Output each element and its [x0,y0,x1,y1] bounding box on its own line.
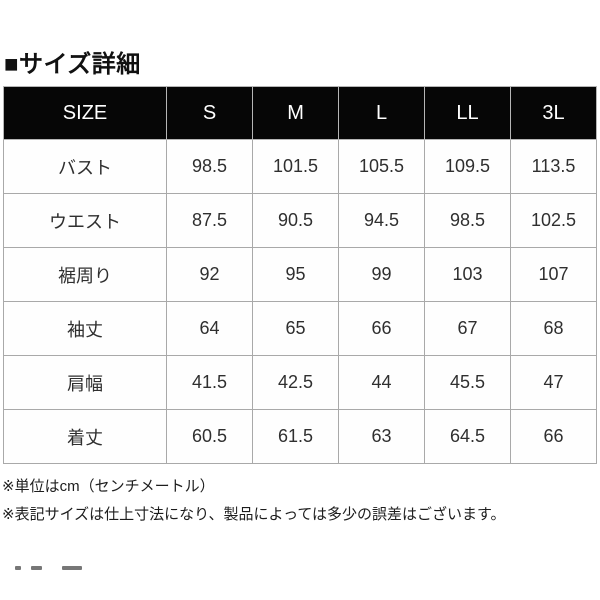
cut-off-text-fragments [0,566,600,572]
measurement-value-cell: 66 [510,409,597,464]
measurement-value-cell: 61.5 [252,409,340,464]
measurement-value-cell: 103 [424,247,511,302]
measurement-value-cell: 99 [338,247,426,302]
cut-off-glyph-fragment [62,566,82,570]
header-cell-m: M [252,86,340,140]
measurement-value-cell: 109.5 [424,139,511,194]
section-title: ■サイズ詳細 [4,51,141,78]
header-cell-size-label: SIZE [2,86,168,140]
note-tolerance: ※表記サイズは仕上寸法になり、製品によっては多少の誤差はございます。 [2,506,506,523]
table-row: バスト 98.5 101.5 105.5 109.5 113.5 [2,139,597,194]
row-label-cell: バスト [2,139,168,194]
measurement-value-cell: 113.5 [510,139,597,194]
row-label-cell: 袖丈 [2,301,168,356]
measurement-value-cell: 45.5 [424,355,511,410]
measurement-value-cell: 92 [166,247,254,302]
table-row: 裾周り 92 95 99 103 107 [2,247,597,302]
measurement-value-cell: 94.5 [338,193,426,248]
measurement-value-cell: 87.5 [166,193,254,248]
size-chart-table: SIZE S M L LL 3L バスト 98.5 101.5 105.5 109.5 1… [2,86,597,464]
measurement-value-cell: 95 [252,247,340,302]
measurement-value-cell: 63 [338,409,426,464]
row-label-cell: 裾周り [2,247,168,302]
measurement-value-cell: 42.5 [252,355,340,410]
cut-off-glyph-fragment [15,566,21,570]
measurement-value-cell: 67 [424,301,511,356]
measurement-value-cell: 64.5 [424,409,511,464]
measurement-value-cell: 102.5 [510,193,597,248]
table-row: 袖丈 64 65 66 67 68 [2,301,597,356]
notes-block: ※単位はcm（センチメートル） ※表記サイズは仕上寸法になり、製品によっては多少… [2,473,600,529]
table-row: 着丈 60.5 61.5 63 64.5 66 [2,409,597,464]
size-chart-body: バスト 98.5 101.5 105.5 109.5 113.5 ウエスト 87.5 90.5 9… [2,139,597,464]
measurement-value-cell: 44 [338,355,426,410]
measurement-value-cell: 66 [338,301,426,356]
measurement-value-cell: 98.5 [166,139,254,194]
row-label-cell: 着丈 [2,409,168,464]
table-row: 肩幅 41.5 42.5 44 45.5 47 [2,355,597,410]
measurement-value-cell: 68 [510,301,597,356]
row-label-cell: ウエスト [2,193,168,248]
measurement-value-cell: 65 [252,301,340,356]
row-label-cell: 肩幅 [2,355,168,410]
measurement-value-cell: 101.5 [252,139,340,194]
header-cell-3l: 3L [510,86,597,140]
header-row: SIZE S M L LL 3L [2,86,597,140]
cut-off-glyph-fragment [31,566,42,570]
measurement-value-cell: 107 [510,247,597,302]
measurement-value-cell: 105.5 [338,139,426,194]
measurement-value-cell: 60.5 [166,409,254,464]
measurement-value-cell: 41.5 [166,355,254,410]
size-chart-header: SIZE S M L LL 3L [2,86,597,140]
measurement-value-cell: 64 [166,301,254,356]
header-cell-ll: LL [424,86,511,140]
header-cell-l: L [338,86,426,140]
header-cell-s: S [166,86,254,140]
measurement-value-cell: 47 [510,355,597,410]
note-unit: ※単位はcm（センチメートル） [2,478,215,495]
measurement-value-cell: 90.5 [252,193,340,248]
table-row: ウエスト 87.5 90.5 94.5 98.5 102.5 [2,193,597,248]
measurement-value-cell: 98.5 [424,193,511,248]
